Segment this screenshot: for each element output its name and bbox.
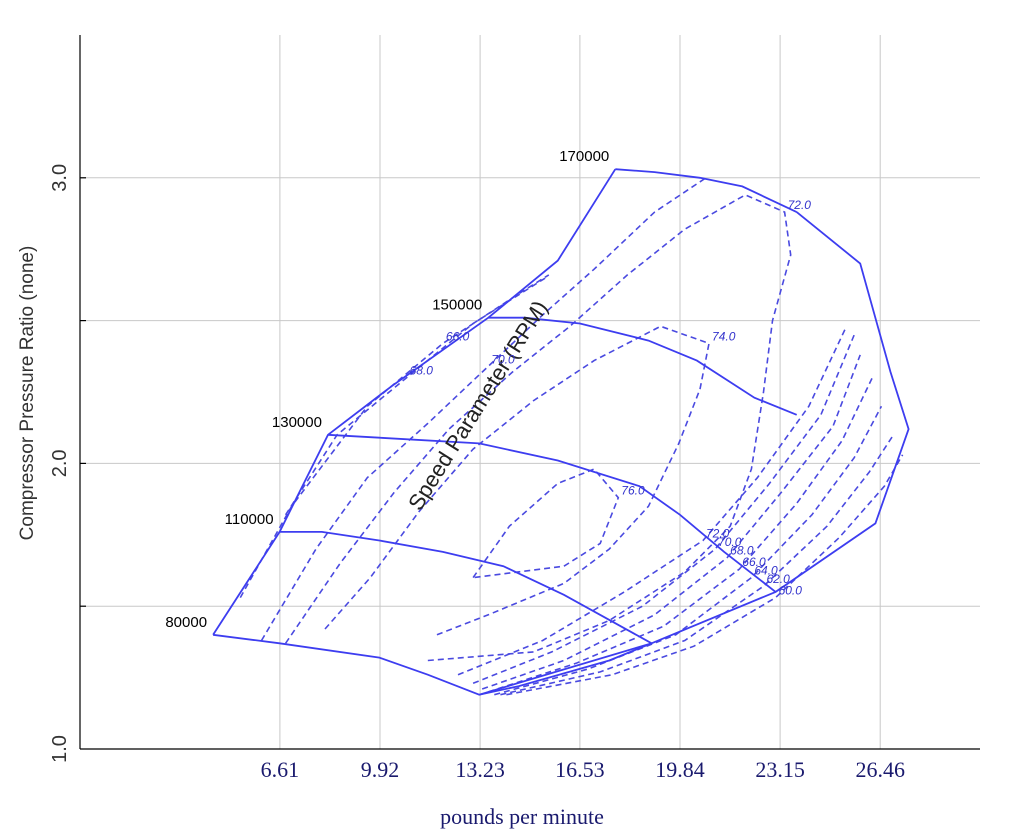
- efficiency-label: 72.0: [706, 527, 730, 541]
- x-tick-label: 13.23: [455, 757, 505, 782]
- efficiency-contour: [457, 328, 846, 676]
- grid: [80, 35, 980, 749]
- efficiency-contour: [284, 277, 547, 516]
- efficiency-label: 68.0: [410, 364, 434, 378]
- efficiency-label: 76.0: [621, 484, 645, 498]
- efficiency-label: 64.0: [754, 564, 778, 578]
- efficiency-label: 60.0: [779, 584, 803, 598]
- efficiency-contour: [472, 468, 620, 579]
- speed-line: [212, 633, 652, 696]
- speed-line: [279, 531, 653, 645]
- chart-labels: Speed Parameter (RPM) pounds per minute …: [17, 148, 905, 829]
- efficiency-label: 66.0: [742, 555, 766, 569]
- efficiency-contour: [284, 194, 792, 662]
- x-tick-label: 6.61: [261, 757, 300, 782]
- speed-line: [615, 168, 798, 213]
- efficiency-contours: [239, 177, 904, 696]
- speed-line-label: 80000: [165, 614, 207, 631]
- speed-line: [327, 433, 777, 593]
- efficiency-contour: [472, 334, 855, 685]
- x-tick-label: 9.92: [361, 757, 400, 782]
- efficiency-contour: [481, 354, 861, 690]
- efficiency-label: 74.0: [712, 329, 736, 343]
- surge-line: [212, 168, 617, 636]
- efficiency-contour: [260, 177, 707, 641]
- speed-line-label: 130000: [272, 414, 322, 431]
- efficiency-contour: [239, 274, 550, 598]
- speed-lines: [212, 168, 910, 696]
- efficiency-contour: [506, 454, 904, 696]
- efficiency-contour: [494, 405, 883, 696]
- efficiency-contour: [500, 434, 895, 696]
- speed-line-label: 170000: [559, 148, 609, 165]
- efficiency-label: 72.0: [788, 198, 812, 212]
- efficiency-label: 62.0: [766, 572, 790, 586]
- y-tick-label: 3.0: [49, 164, 71, 192]
- axes: [79, 35, 980, 750]
- y-tick-label: 2.0: [49, 449, 71, 477]
- y-axis-label: Compressor Pressure Ratio (none): [17, 246, 38, 541]
- x-tick-label: 16.53: [555, 757, 605, 782]
- x-tick-label: 26.46: [855, 757, 905, 782]
- efficiency-contour: [324, 325, 710, 636]
- efficiency-label: 70.0: [491, 352, 515, 366]
- x-tick-label: 23.15: [755, 757, 805, 782]
- efficiency-label: 68.0: [730, 544, 754, 558]
- speed-parameter-annotation: Speed Parameter (RPM): [403, 296, 552, 515]
- efficiency-contour: [488, 377, 874, 693]
- efficiency-label: 70.0: [718, 535, 742, 549]
- x-axis-label: pounds per minute: [440, 804, 604, 829]
- y-tick-label: 1.0: [49, 735, 71, 763]
- x-tick-label: 19.84: [655, 757, 705, 782]
- speed-line-label: 150000: [432, 297, 482, 314]
- choke-line: [478, 211, 910, 696]
- speed-line-label: 110000: [225, 511, 274, 528]
- efficiency-label: 66.0: [446, 329, 470, 343]
- speed-line: [488, 316, 798, 416]
